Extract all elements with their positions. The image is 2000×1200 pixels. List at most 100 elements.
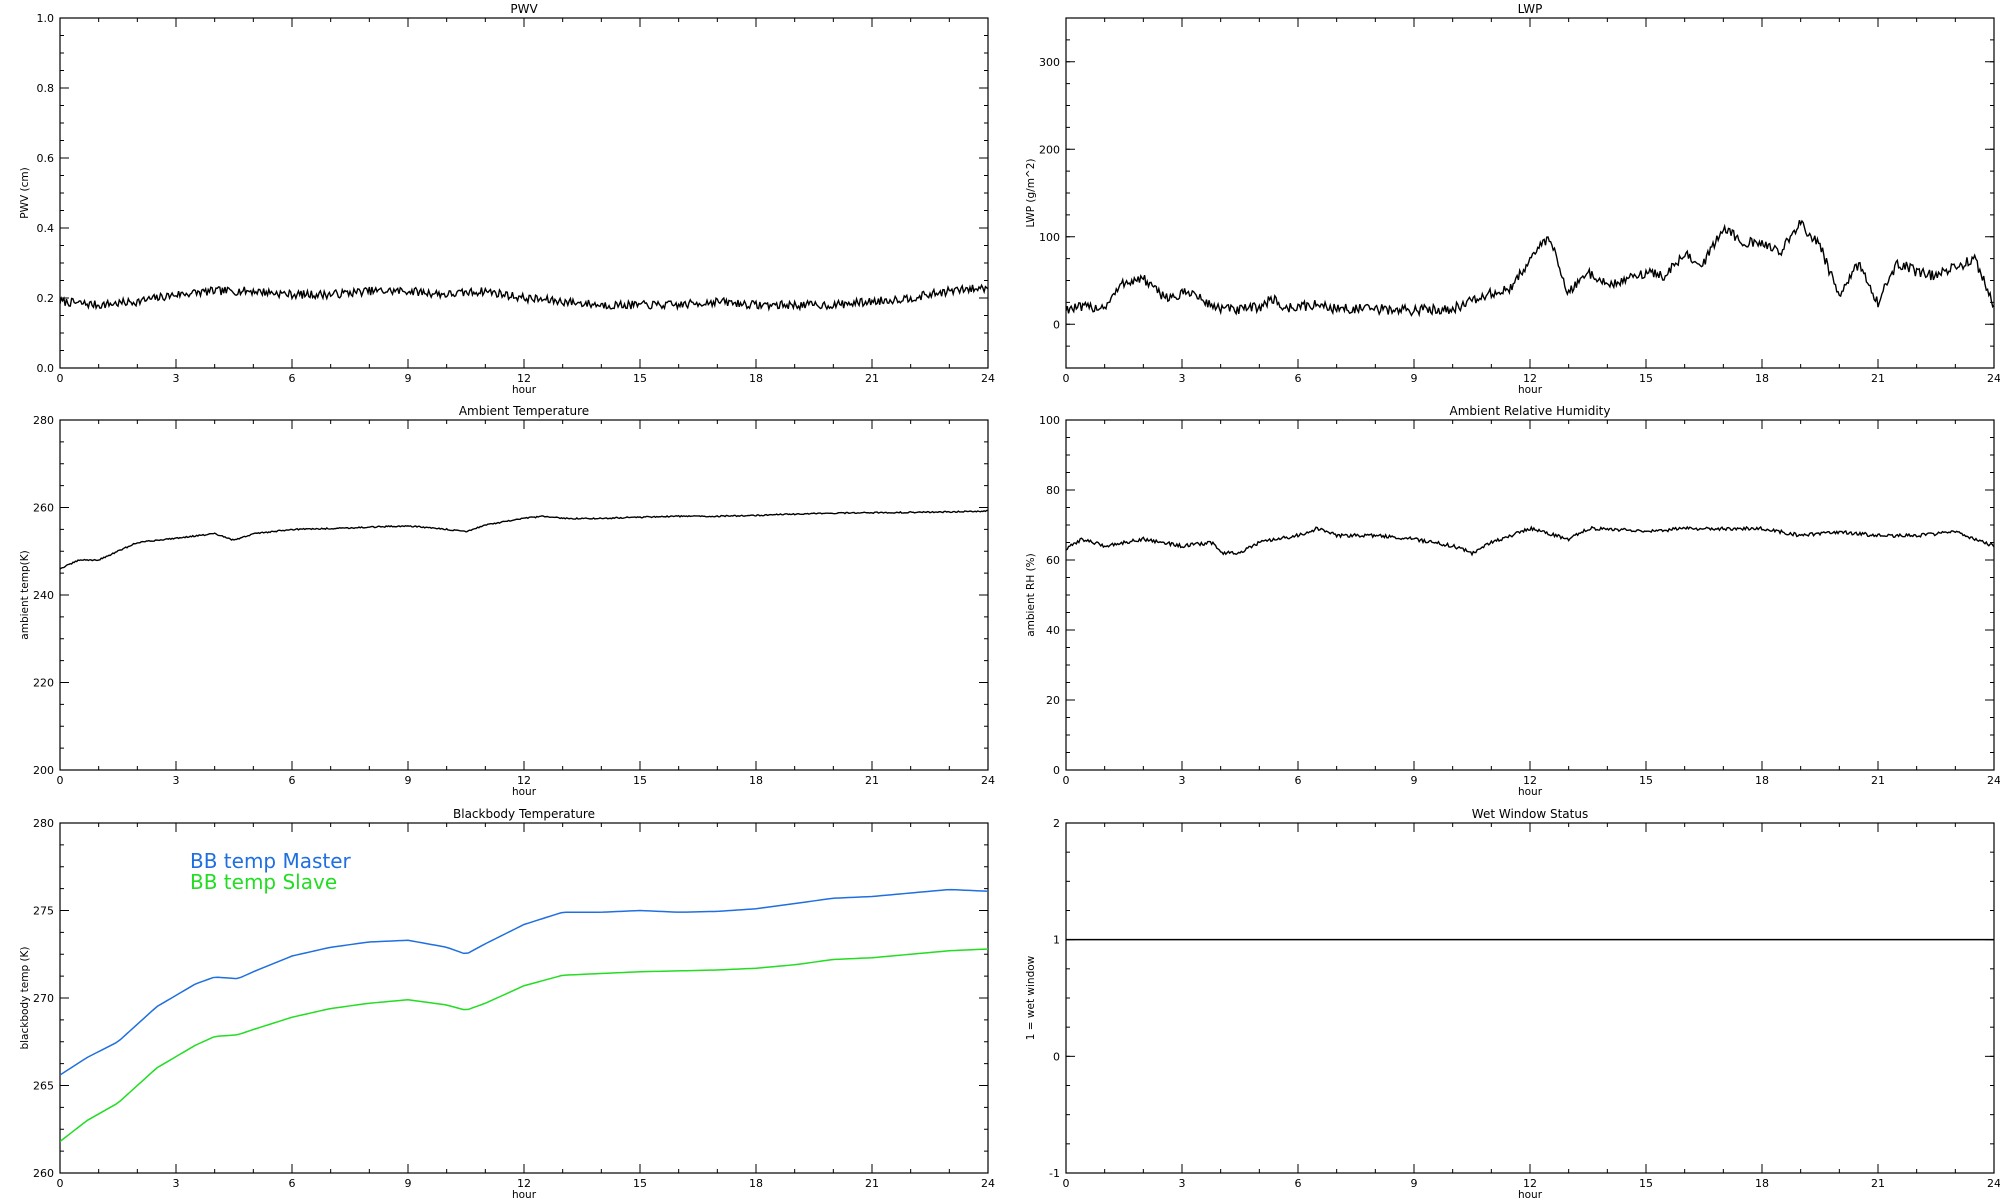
plot-frame — [1065, 419, 1995, 771]
x-tick-label: 6 — [1295, 1177, 1302, 1190]
panel-lwp: LWP 0 3 6 9 12 15 18 21 24 0 100 200 300 hour LWP (g/m^… — [1025, 2, 2000, 396]
x-axis-label: hour — [512, 384, 537, 396]
x-tick-label: 0 — [1063, 372, 1070, 385]
x-tick-label: 12 — [1523, 1177, 1537, 1190]
x-tick-label: 18 — [749, 774, 763, 787]
x-tick-label: 3 — [1179, 372, 1186, 385]
x-tick-label: 0 — [57, 1177, 64, 1190]
x-tick-label: 12 — [517, 372, 531, 385]
series-line-lwp — [1066, 219, 1994, 318]
y-tick-label: 0.2 — [37, 292, 55, 305]
x-tick-label: 9 — [1411, 774, 1418, 787]
x-tick-label: 9 — [1411, 372, 1418, 385]
x-tick-label: 21 — [865, 774, 879, 787]
panel-ambient-humidity: Ambient Relative Humidity 0 3 6 9 12 15 18 21 24 0… — [1025, 404, 2000, 798]
x-tick-label: 6 — [289, 372, 296, 385]
x-tick-label: 15 — [1639, 774, 1653, 787]
x-tick-label: 3 — [1179, 1177, 1186, 1190]
x-tick-label: 18 — [1755, 1177, 1769, 1190]
plot-frame — [1065, 822, 1995, 1174]
x-tick-label: 15 — [633, 372, 647, 385]
x-tick-label: 15 — [1639, 1177, 1653, 1190]
y-axis-label: ambient temp(K) — [19, 550, 31, 639]
y-tick-label: 80 — [1046, 484, 1060, 497]
x-axis-label: hour — [1518, 384, 1543, 396]
x-axis-label: hour — [1518, 1189, 1543, 1200]
y-tick-label: 0 — [1053, 318, 1060, 331]
y-tick-label: 0.8 — [37, 82, 55, 95]
x-tick-label: 6 — [1295, 372, 1302, 385]
y-tick-label: 200 — [1039, 143, 1060, 156]
plot-frame — [59, 17, 989, 369]
x-tick-label: 21 — [865, 1177, 879, 1190]
x-axis-label: hour — [1518, 786, 1543, 798]
plot-title: PWV — [510, 2, 538, 16]
x-tick-label: 12 — [1523, 774, 1537, 787]
x-axis-label: hour — [512, 786, 537, 798]
y-tick-label: 1 — [1053, 934, 1060, 947]
plot-frame — [59, 419, 989, 771]
y-tick-label: 40 — [1046, 624, 1060, 637]
x-tick-label: 3 — [173, 774, 180, 787]
x-tick-label: 24 — [1987, 1177, 2000, 1190]
x-tick-label: 9 — [1411, 1177, 1418, 1190]
x-tick-label: 24 — [981, 372, 995, 385]
y-tick-label: 265 — [33, 1080, 54, 1093]
x-tick-label: 12 — [1523, 372, 1537, 385]
x-tick-label: 15 — [633, 1177, 647, 1190]
x-tick-label: 9 — [405, 372, 412, 385]
series-line-ambient-temperature — [60, 509, 988, 570]
y-axis-label: 1 = wet window — [1025, 955, 1037, 1040]
y-tick-label: 260 — [33, 502, 54, 515]
y-tick-label: 280 — [33, 817, 54, 830]
y-tick-label: 220 — [33, 677, 54, 690]
plot-title: Blackbody Temperature — [453, 807, 595, 821]
legend-entry: BB temp Master — [190, 849, 352, 873]
y-tick-label: 0 — [1053, 1050, 1060, 1063]
series-line-pwv — [60, 283, 988, 312]
y-axis-label: PWV (cm) — [19, 167, 31, 218]
panel-ambient-temperature: Ambient Temperature 0 3 6 9 12 15 18 21 24 200 220 2… — [19, 404, 995, 798]
y-tick-label: 100 — [1039, 414, 1060, 427]
x-tick-label: 18 — [1755, 372, 1769, 385]
plot-frame — [1065, 17, 1995, 369]
x-tick-label: 0 — [57, 774, 64, 787]
y-axis-label: blackbody temp (K) — [19, 946, 31, 1049]
y-tick-label: 100 — [1039, 231, 1060, 244]
y-tick-label: 0.6 — [37, 152, 55, 165]
y-tick-label: 240 — [33, 589, 54, 602]
y-tick-label: 0.4 — [37, 222, 55, 235]
y-tick-label: 300 — [1039, 56, 1060, 69]
series-line-bb-temp-slave — [60, 948, 988, 1143]
x-tick-label: 21 — [1871, 774, 1885, 787]
legend-entry: BB temp Slave — [190, 870, 337, 894]
x-tick-label: 3 — [173, 1177, 180, 1190]
y-tick-label: 200 — [33, 764, 54, 777]
x-tick-label: 6 — [1295, 774, 1302, 787]
plot-title: Wet Window Status — [1472, 807, 1588, 821]
y-tick-label: 275 — [33, 905, 54, 918]
plot-title: Ambient Temperature — [459, 404, 589, 418]
y-tick-label: 0 — [1053, 764, 1060, 777]
x-tick-label: 6 — [289, 774, 296, 787]
x-tick-label: 3 — [173, 372, 180, 385]
plot-title: Ambient Relative Humidity — [1450, 404, 1611, 418]
x-tick-label: 15 — [633, 774, 647, 787]
x-tick-label: 9 — [405, 774, 412, 787]
x-axis-label: hour — [512, 1189, 537, 1200]
panel-blackbody-temperature: Blackbody Temperature 0 3 6 9 12 15 18 21 24 260 26… — [19, 807, 995, 1200]
x-tick-label: 6 — [289, 1177, 296, 1190]
x-tick-label: 21 — [1871, 1177, 1885, 1190]
x-tick-label: 24 — [1987, 372, 2000, 385]
x-tick-label: 12 — [517, 1177, 531, 1190]
x-tick-label: 0 — [1063, 1177, 1070, 1190]
x-tick-label: 3 — [1179, 774, 1186, 787]
x-tick-label: 18 — [749, 1177, 763, 1190]
x-tick-label: 0 — [1063, 774, 1070, 787]
series-line-ambient-humidity — [1066, 525, 1994, 557]
x-tick-label: 21 — [1871, 372, 1885, 385]
y-tick-label: 60 — [1046, 554, 1060, 567]
y-tick-label: 0.0 — [37, 362, 55, 375]
